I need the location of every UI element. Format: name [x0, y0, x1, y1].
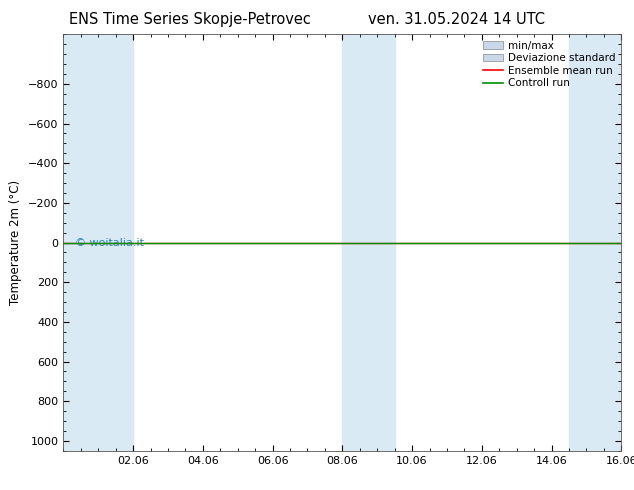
Text: © woitalia.it: © woitalia.it — [75, 238, 143, 247]
Bar — [569, 34, 621, 451]
Y-axis label: Temperature 2m (°C): Temperature 2m (°C) — [10, 180, 22, 305]
Bar — [342, 34, 394, 451]
Bar — [63, 34, 133, 451]
Legend: min/max, Deviazione standard, Ensemble mean run, Controll run: min/max, Deviazione standard, Ensemble m… — [479, 37, 618, 92]
Text: ven. 31.05.2024 14 UTC: ven. 31.05.2024 14 UTC — [368, 12, 545, 27]
Text: ENS Time Series Skopje-Petrovec: ENS Time Series Skopje-Petrovec — [69, 12, 311, 27]
